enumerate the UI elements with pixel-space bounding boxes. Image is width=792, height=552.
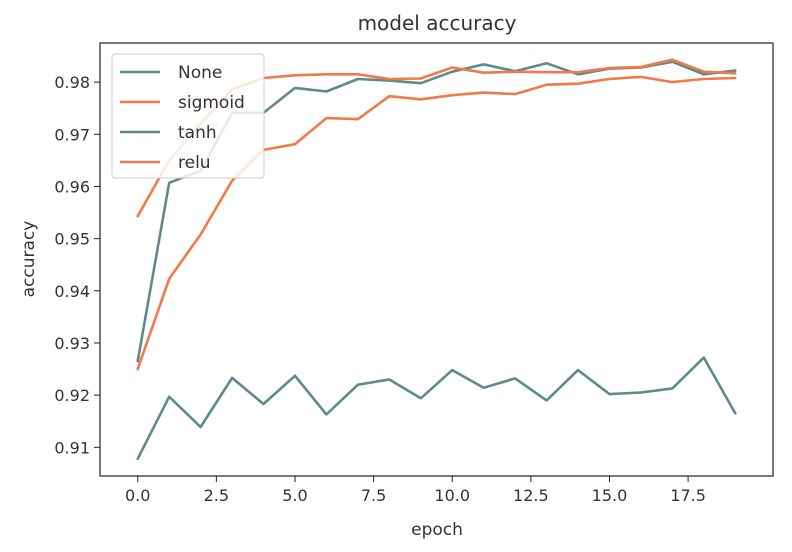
x-tick-label: 10.0 [434,486,470,505]
y-tick-label: 0.91 [54,438,90,457]
y-axis: 0.91 0.92 0.93 0.94 0.95 0.96 0.97 0.98 [54,73,100,457]
x-tick-label: 0.0 [125,486,150,505]
y-axis-title: accuracy [19,221,39,298]
legend-label-tanh: tanh [178,123,217,143]
x-tick-label: 17.5 [670,486,706,505]
y-tick-label: 0.92 [54,386,90,405]
y-tick-label: 0.93 [54,334,90,353]
chart-title: model accuracy [358,11,517,35]
series-line-None [136,356,737,461]
x-tick-label: 2.5 [204,486,229,505]
x-tick-label: 7.5 [361,486,386,505]
x-tick-label: 12.5 [513,486,549,505]
y-tick-label: 0.95 [54,230,90,249]
x-tick-label: 15.0 [592,486,628,505]
legend-label-relu: relu [178,153,211,173]
y-tick-label: 0.98 [54,73,90,92]
legend-items: None sigmoid tanh relu [120,63,245,173]
x-tick-label: 5.0 [282,486,307,505]
legend-box [111,53,265,179]
y-tick-label: 0.97 [54,125,90,144]
legend-label-None: None [178,63,222,83]
y-tick-label: 0.94 [54,282,90,301]
y-tick-label: 0.96 [54,177,90,196]
x-axis-title: epoch [411,520,463,540]
x-axis: 0.0 2.5 5.0 7.5 10.0 12.5 15.0 17.5 [125,476,706,505]
legend-label-sigmoid: sigmoid [178,93,245,113]
legend: None sigmoid tanh relu [111,53,265,179]
